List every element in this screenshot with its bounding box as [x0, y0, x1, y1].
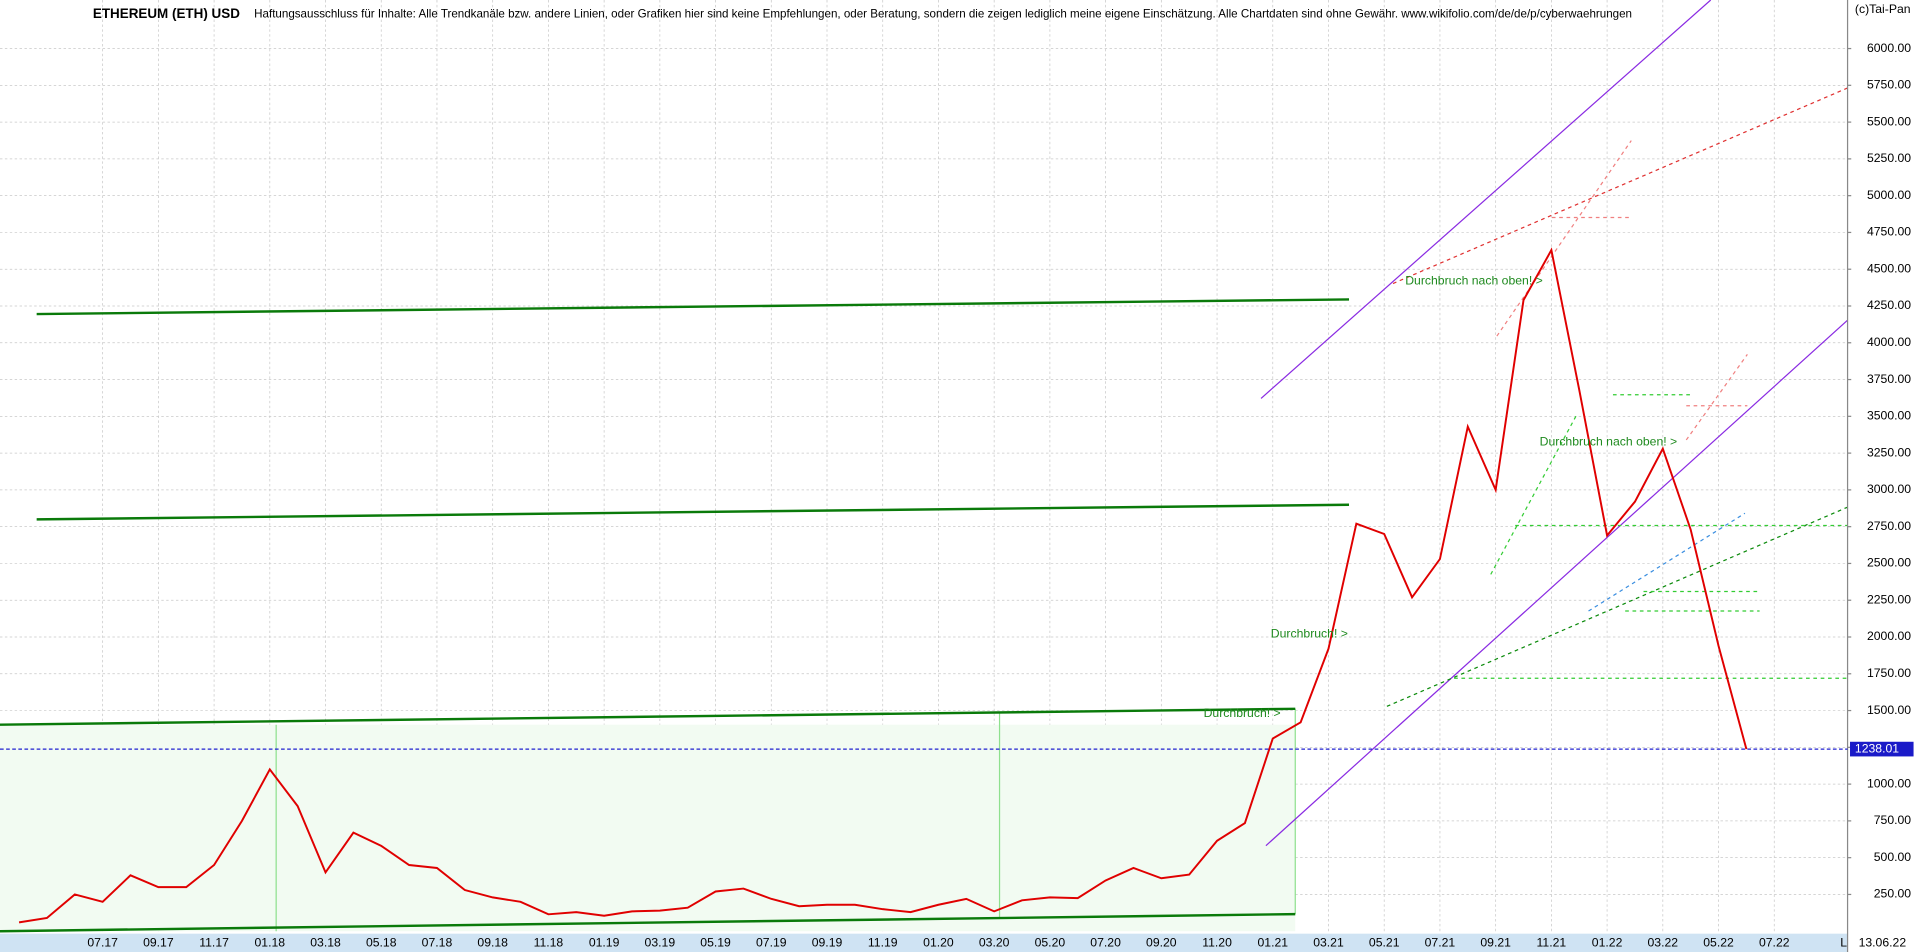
x-tick-label: 05.18: [366, 936, 397, 950]
trend-lines: [0, 298, 1350, 933]
dashed-line: [1392, 87, 1848, 285]
y-tick-label: 750.00: [1874, 813, 1912, 827]
last-price-box: [1850, 741, 1914, 757]
channel-line: [1260, 0, 1712, 399]
resistance-line: [0, 707, 1296, 726]
channel-line: [1265, 319, 1848, 847]
dashed-line: [1588, 512, 1746, 612]
x-tick-label: 09.17: [143, 936, 174, 950]
y-tick-label: 5000.00: [1867, 188, 1911, 202]
chart-title: ETHEREUM (ETH) USD: [93, 6, 240, 21]
annotation: Durchbruch nach oben! >: [1405, 273, 1543, 287]
annotation: Durchbruch nach oben! >: [1540, 435, 1678, 449]
channel: [1260, 0, 1848, 847]
x-tick-label: 09.18: [477, 936, 508, 950]
dashed-line: [1490, 415, 1577, 575]
x-tick-label: 11.20: [1202, 936, 1232, 950]
x-tick-label: 07.21: [1425, 936, 1456, 950]
x-tick-label: 09.21: [1480, 936, 1511, 950]
x-tick-label: 07.22: [1759, 936, 1790, 950]
y-tick-label: 2500.00: [1867, 556, 1911, 570]
copyright: (c)Tai-Pan: [1855, 2, 1911, 16]
y-tick-label: 4000.00: [1867, 335, 1911, 349]
y-tick-label: 1000.00: [1867, 776, 1911, 790]
resistance-line: [36, 503, 1350, 521]
x-tick-label: 07.18: [422, 936, 453, 950]
y-tick-label: 6000.00: [1867, 41, 1911, 55]
x-tick-label: 05.21: [1369, 936, 1400, 950]
x-tick-label: 01.18: [255, 936, 286, 950]
y-tick-label: 3500.00: [1867, 409, 1911, 423]
x-tick-label: 09.19: [812, 936, 843, 950]
x-tick-label: 03.22: [1648, 936, 1679, 950]
x-tick-label: 01.19: [589, 936, 620, 950]
x-tick-label: 07.20: [1090, 936, 1121, 950]
x-axis-strip: [0, 933, 1848, 952]
x-tick-label: 07.17: [87, 936, 118, 950]
y-tick-label: 2750.00: [1867, 519, 1911, 533]
x-tick-label: 11.19: [868, 936, 898, 950]
x-tick-label: 09.20: [1146, 936, 1177, 950]
y-tick-label: 3250.00: [1867, 445, 1911, 459]
scale-label: L: [1840, 936, 1847, 950]
x-tick-label: 05.20: [1035, 936, 1066, 950]
x-tick-label: 03.20: [979, 936, 1010, 950]
y-tick-label: 5500.00: [1867, 114, 1911, 128]
dashed-lines: [1386, 87, 1848, 707]
resistance-line: [36, 298, 1350, 316]
y-tick-label: 3750.00: [1867, 372, 1911, 386]
y-tick-label: 1750.00: [1867, 666, 1911, 680]
y-tick-label: 2000.00: [1867, 629, 1911, 643]
x-tick-label: 07.19: [756, 936, 787, 950]
annotation: Durchbruch! >: [1204, 706, 1281, 720]
last-price-label: 1238.01: [1855, 741, 1899, 755]
y-tick-label: 5250.00: [1867, 151, 1911, 165]
y-tick-label: 500.00: [1874, 850, 1912, 864]
y-tick-label: 4750.00: [1867, 225, 1911, 239]
price-line: [18, 247, 1748, 924]
y-tick-label: 4500.00: [1867, 261, 1911, 275]
x-tick-label: 05.22: [1703, 936, 1734, 950]
annotation: Durchbruch! >: [1271, 626, 1348, 640]
y-tick-label: 5750.00: [1867, 78, 1911, 92]
date-label: 13.06.22: [1859, 936, 1907, 950]
x-tick-label: 03.18: [310, 936, 341, 950]
x-tick-label: 01.22: [1592, 936, 1623, 950]
range-zone: [0, 724, 1296, 932]
y-tick-label: 4250.00: [1867, 298, 1911, 312]
data: [18, 247, 1748, 924]
x-tick-label: 05.19: [700, 936, 731, 950]
x-tick-label: 11.17: [199, 936, 229, 950]
subtitle: Haftungsausschluss für Inhalte: Alle Tre…: [254, 8, 1632, 21]
dashed-line: [1685, 354, 1748, 441]
dashed-line: [1386, 506, 1848, 707]
x-tick-label: 01.21: [1257, 936, 1288, 950]
support-line: [0, 912, 1296, 933]
y-tick-label: 1500.00: [1867, 703, 1911, 717]
x-tick-label: 01.20: [923, 936, 954, 950]
dashed-line: [1496, 140, 1632, 337]
x-tick-label: 11.18: [534, 936, 564, 950]
x-tick-label: 11.21: [1537, 936, 1567, 950]
y-tick-label: 3000.00: [1867, 482, 1911, 496]
range-verticals: [275, 708, 1296, 932]
x-tick-label: 03.19: [645, 936, 676, 950]
x-tick-label: 03.21: [1313, 936, 1344, 950]
y-tick-label: 2250.00: [1867, 592, 1911, 606]
y-tick-label: 250.00: [1874, 887, 1912, 901]
